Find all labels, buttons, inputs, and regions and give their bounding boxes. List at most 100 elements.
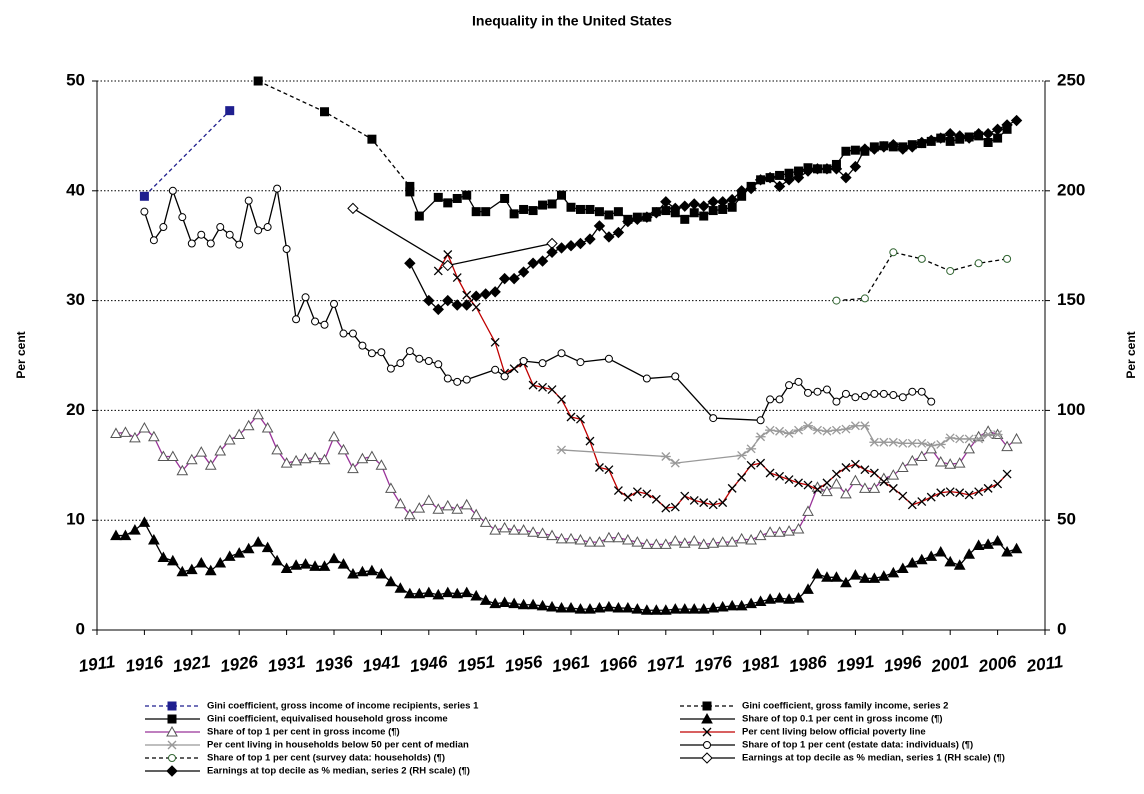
marker <box>830 571 843 582</box>
marker <box>707 196 719 208</box>
marker <box>707 537 720 548</box>
marker <box>176 565 189 577</box>
marker <box>964 490 974 500</box>
marker <box>669 535 682 546</box>
marker-stroke <box>737 472 747 482</box>
legend-marker <box>166 725 178 737</box>
marker-stroke <box>936 488 946 498</box>
legend-item: Share of top 1 per cent (estate data: in… <box>680 740 973 751</box>
marker <box>804 388 812 397</box>
marker <box>689 208 699 218</box>
marker <box>536 599 549 611</box>
marker <box>290 454 302 466</box>
marker <box>452 193 462 203</box>
marker <box>576 414 585 424</box>
marker <box>802 583 814 594</box>
marker <box>405 347 414 356</box>
marker <box>698 200 710 212</box>
y2-tick-label: 50 <box>1057 510 1076 529</box>
marker <box>726 193 738 206</box>
marker <box>138 516 151 527</box>
marker <box>261 421 274 433</box>
marker <box>764 526 776 537</box>
marker <box>462 290 472 300</box>
marker <box>254 226 263 235</box>
marker <box>887 469 900 480</box>
marker-stroke <box>547 385 557 394</box>
marker <box>906 454 919 466</box>
marker <box>110 427 122 438</box>
marker <box>129 524 141 535</box>
marker <box>403 587 416 599</box>
marker <box>517 524 530 535</box>
y2-tick-label: 150 <box>1057 290 1085 309</box>
marker-stroke <box>955 488 965 498</box>
legend-marker <box>701 712 713 724</box>
legend-label: Share of top 1 per cent in gross income … <box>207 727 400 738</box>
series-line <box>115 521 1017 611</box>
marker <box>993 479 1003 489</box>
legend-marker <box>167 714 177 724</box>
marker <box>442 259 454 272</box>
marker <box>470 589 483 601</box>
marker <box>347 462 359 474</box>
marker <box>699 211 709 221</box>
y2-tick-label: 100 <box>1057 400 1085 419</box>
marker <box>149 236 158 245</box>
marker <box>612 602 625 613</box>
marker-stroke <box>471 302 481 312</box>
marker <box>593 536 606 547</box>
marker-stroke <box>813 484 822 494</box>
marker <box>859 421 870 431</box>
marker <box>915 450 928 462</box>
marker <box>869 437 880 447</box>
chart-title: Inequality in the United States <box>472 13 672 29</box>
marker-stroke <box>907 500 917 510</box>
marker <box>575 204 585 214</box>
marker <box>661 206 671 216</box>
y-tick-label: 0 <box>76 619 85 638</box>
marker <box>498 596 511 608</box>
marker <box>642 374 651 383</box>
marker-stroke <box>538 382 548 392</box>
series-line <box>143 110 231 197</box>
marker <box>403 508 416 520</box>
marker <box>603 600 615 612</box>
marker-stroke <box>926 492 936 502</box>
marker <box>443 198 453 208</box>
marker <box>471 302 481 312</box>
marker <box>423 294 435 307</box>
marker <box>925 550 938 561</box>
marker <box>631 536 644 547</box>
marker-stroke <box>699 498 709 508</box>
marker-stroke <box>756 458 766 468</box>
marker-stroke <box>803 480 813 490</box>
marker <box>841 463 851 472</box>
marker <box>850 421 861 431</box>
marker <box>479 516 492 527</box>
marker <box>119 426 132 437</box>
marker <box>508 597 520 609</box>
marker <box>935 439 946 449</box>
marker <box>822 478 832 488</box>
legend-marker <box>703 741 711 749</box>
marker <box>594 463 604 472</box>
marker <box>650 538 663 549</box>
marker <box>555 602 568 613</box>
marker <box>168 186 177 195</box>
marker <box>859 572 871 583</box>
marker <box>708 500 718 510</box>
marker <box>271 443 283 455</box>
marker <box>745 597 757 609</box>
marker <box>670 502 680 512</box>
marker <box>337 558 350 569</box>
marker <box>870 389 879 398</box>
marker <box>925 134 937 146</box>
marker <box>225 230 234 239</box>
legend-item: Gini coefficient, gross income of income… <box>145 701 479 712</box>
marker <box>849 569 862 580</box>
marker <box>793 425 804 435</box>
marker <box>773 180 786 193</box>
marker <box>841 389 850 398</box>
marker <box>879 389 888 398</box>
